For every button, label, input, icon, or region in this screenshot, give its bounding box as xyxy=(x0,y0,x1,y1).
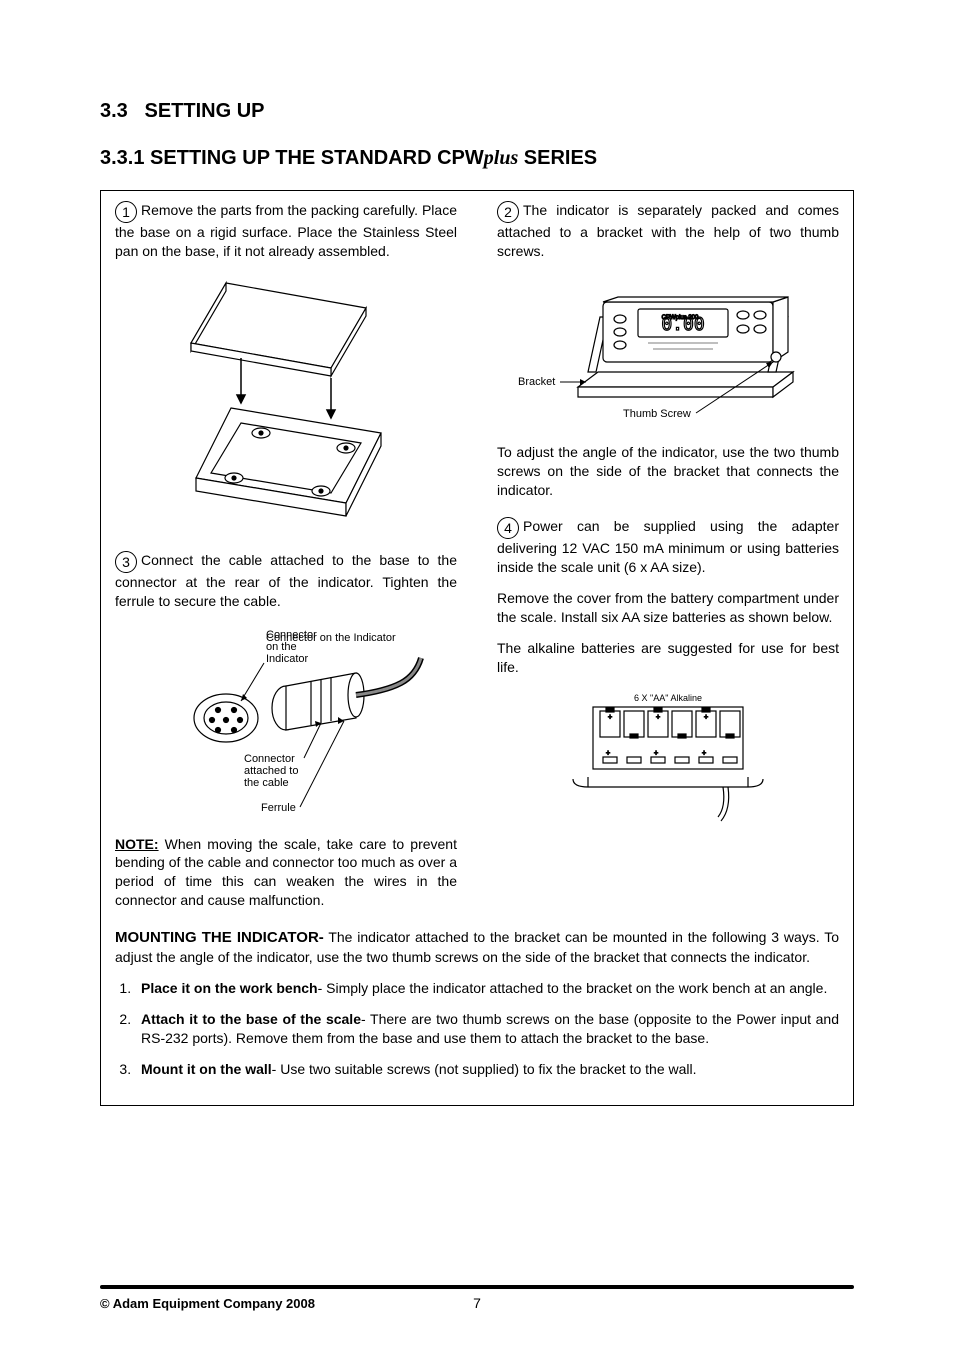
battery-diagram: 6 X "AA" Alkaline + + xyxy=(548,689,788,829)
mounting-item-2-title: Attach it to the base of the scale xyxy=(141,1011,361,1027)
subsection-heading: 3.3.1 SETTING UP THE STANDARD CPWplus SE… xyxy=(100,147,854,170)
svg-text:+: + xyxy=(654,750,658,757)
footer-page: 7 xyxy=(473,1295,481,1311)
note-text: When moving the scale, take care to prev… xyxy=(115,836,457,909)
connector-diagram: Connector on the Indicator Connectoron t… xyxy=(126,623,446,823)
step-1: 1Remove the parts from the packing caref… xyxy=(115,201,457,261)
mounting-item-3-title: Mount it on the wall xyxy=(141,1061,272,1077)
subsection-title-1: SETTING UP THE STANDARD CPW xyxy=(150,147,484,169)
footer: © Adam Equipment Company 2008 7 xyxy=(100,1285,854,1311)
step-2: 2The indicator is separately packed and … xyxy=(497,201,839,261)
mounting-item-3-text: - Use two suitable screws (not supplied)… xyxy=(272,1061,697,1077)
label-bracket: Bracket xyxy=(518,376,555,388)
section-number: 3.3 xyxy=(100,100,128,122)
step-3: 3Connect the cable attached to the base … xyxy=(115,551,457,611)
step-2-para2: To adjust the angle of the indicator, us… xyxy=(497,443,839,500)
mounting-item-1: Place it on the work bench- Simply place… xyxy=(135,979,839,998)
section-heading: 3.3 SETTING UP xyxy=(100,100,854,123)
scale-diagram xyxy=(156,273,416,533)
subsection-number: 3.3.1 xyxy=(100,147,144,169)
svg-text:+: + xyxy=(704,714,708,721)
footer-divider xyxy=(100,1285,854,1289)
note-paragraph: NOTE: When moving the scale, take care t… xyxy=(115,835,457,911)
battery-label: 6 X "AA" Alkaline xyxy=(634,693,702,703)
section-title: SETTING UP xyxy=(144,100,264,122)
col-left: 1Remove the parts from the packing caref… xyxy=(115,201,457,910)
subsection-title-italic: plus xyxy=(484,147,518,169)
step-4-para2: Remove the cover from the battery compar… xyxy=(497,589,839,627)
step-3-text: Connect the cable attached to the base t… xyxy=(115,552,457,609)
mounting-title: MOUNTING THE INDICATOR- xyxy=(115,929,324,946)
indicator-brand: CPWplus 200 xyxy=(662,315,699,321)
step-1-circle: 1 xyxy=(115,201,137,223)
step-4-circle: 4 xyxy=(497,517,519,539)
mounting-section: MOUNTING THE INDICATOR- The indicator at… xyxy=(115,928,839,1079)
svg-text:+: + xyxy=(606,750,610,757)
two-col-top: 1Remove the parts from the packing caref… xyxy=(115,201,839,910)
label-thumbscrew: Thumb Screw xyxy=(623,408,691,420)
mounting-item-1-text: - Simply place the indicator attached to… xyxy=(318,980,828,996)
svg-text:+: + xyxy=(702,750,706,757)
mounting-item-2: Attach it to the base of the scale- Ther… xyxy=(135,1010,839,1048)
footer-copyright: © Adam Equipment Company 2008 xyxy=(100,1296,315,1311)
step-1-text: Remove the parts from the packing carefu… xyxy=(115,202,457,259)
col-right: 2The indicator is separately packed and … xyxy=(497,201,839,910)
step-2-circle: 2 xyxy=(497,201,519,223)
svg-text:+: + xyxy=(608,714,612,721)
mounting-list: Place it on the work bench- Simply place… xyxy=(115,979,839,1079)
label-connector-ind-fo: Connectoron theIndicator xyxy=(266,629,346,665)
step-4-text: Power can be supplied using the adapter … xyxy=(497,518,839,575)
content-box: 1Remove the parts from the packing caref… xyxy=(100,190,854,1106)
step-2-text: The indicator is separately packed and c… xyxy=(497,202,839,259)
mounting-item-1-title: Place it on the work bench xyxy=(141,980,318,996)
subsection-title-2: SERIES xyxy=(518,147,597,169)
step-3-circle: 3 xyxy=(115,551,137,573)
mounting-item-3: Mount it on the wall- Use two suitable s… xyxy=(135,1060,839,1079)
note-label: NOTE: xyxy=(115,836,159,852)
indicator-diagram: 0.00 CPWplus 200 Brac xyxy=(508,277,828,437)
label-ferrule: Ferrule xyxy=(261,802,296,814)
step-4-para3: The alkaline batteries are suggested for… xyxy=(497,639,839,677)
step-4: 4Power can be supplied using the adapter… xyxy=(497,517,839,577)
svg-text:+: + xyxy=(656,714,660,721)
